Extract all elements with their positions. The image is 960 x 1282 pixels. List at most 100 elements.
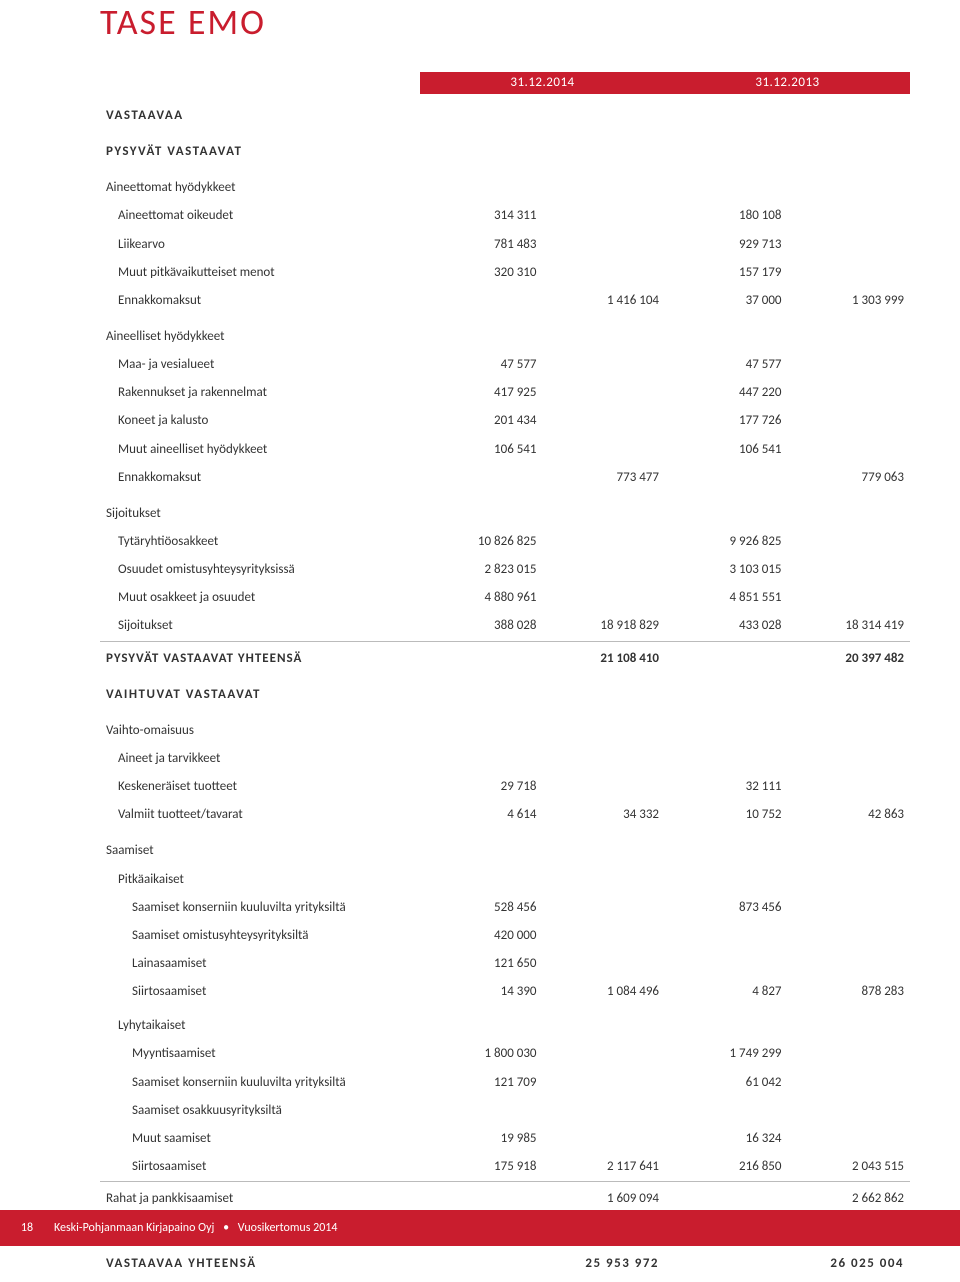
group-vaihto-omaisuus: Vaihto-omaisuus: [100, 709, 420, 745]
cell: 26 025 004: [788, 1246, 911, 1282]
row-ennakkomaksut-2: Ennakkomaksut: [100, 464, 420, 492]
row-lyh-saam-konserni: Saamiset konserniin kuuluvilta yrityksil…: [100, 1069, 420, 1097]
cell: 528 456: [420, 894, 543, 922]
group-saamiset: Saamiset: [100, 829, 420, 865]
bullet-icon: •: [223, 1221, 229, 1235]
group-aineelliset: Aineelliset hyödykkeet: [100, 315, 420, 351]
row-muut-aineelliset: Muut aineelliset hyödykkeet: [100, 436, 420, 464]
group-aineettomat: Aineettomat hyödykkeet: [100, 166, 420, 202]
cell: 16 324: [665, 1125, 788, 1153]
cell: 1 609 094: [543, 1182, 666, 1214]
cell: 14 390: [420, 978, 543, 1006]
date-2013: 31.12.2013: [665, 72, 910, 94]
row-osuudet-omistus: Osuudet omistusyhteysyrityksissä: [100, 556, 420, 584]
footer-company: Keski-Pohjanmaan Kirjapaino Oyj: [54, 1221, 214, 1235]
row-valmiit: Valmiit tuotteet/tavarat: [100, 801, 420, 829]
cell: 18 918 829: [543, 612, 666, 641]
cell: 1 303 999: [788, 287, 911, 315]
cell: 2 117 641: [543, 1153, 666, 1182]
cell: 25 953 972: [543, 1246, 666, 1282]
date-header-row: 31.12.2014 31.12.2013: [100, 72, 910, 94]
cell: 929 713: [665, 231, 788, 259]
footer-page-number: 18: [0, 1221, 54, 1235]
row-rahat: Rahat ja pankkisaamiset: [100, 1182, 420, 1214]
cell: 18 314 419: [788, 612, 911, 641]
cell: 420 000: [420, 922, 543, 950]
cell: 61 042: [665, 1069, 788, 1097]
cell: 10 752: [665, 801, 788, 829]
row-vastaavaa-yht: VASTAAVAA YHTEENSÄ: [100, 1246, 420, 1282]
section-pysyvat: PYSYVÄT VASTAAVAT: [100, 130, 420, 166]
row-saam-osakkuus: Saamiset osakkuusyrityksiltä: [100, 1097, 420, 1125]
cell: 1 416 104: [543, 287, 666, 315]
cell: 878 283: [788, 978, 911, 1006]
row-rakennukset: Rakennukset ja rakennelmat: [100, 379, 420, 407]
cell: 4 851 551: [665, 584, 788, 612]
row-lyh-myynti: Myyntisaamiset: [100, 1040, 420, 1068]
cell: 121 650: [420, 950, 543, 978]
cell: 106 541: [665, 436, 788, 464]
cell: 10 826 825: [420, 528, 543, 556]
cell: 314 311: [420, 202, 543, 230]
cell: 201 434: [420, 407, 543, 435]
cell: 417 925: [420, 379, 543, 407]
row-tytar: Tytäryhtiöosakkeet: [100, 528, 420, 556]
cell: 4 880 961: [420, 584, 543, 612]
row-muut-osakkeet: Muut osakkeet ja osuudet: [100, 584, 420, 612]
cell: 779 063: [788, 464, 911, 492]
row-pitka-siirto: Siirtosaamiset: [100, 978, 420, 1006]
cell: 1 084 496: [543, 978, 666, 1006]
cell: 873 456: [665, 894, 788, 922]
row-muut-pitkavaik: Muut pitkävaikutteiset menot: [100, 259, 420, 287]
balance-sheet-table: 31.12.2014 31.12.2013 VASTAAVAA PYSYVÄT …: [100, 72, 910, 1282]
footer-report: Vuosikertomus 2014: [238, 1221, 338, 1235]
date-2014: 31.12.2014: [420, 72, 665, 94]
cell: 180 108: [665, 202, 788, 230]
cell: 47 577: [665, 351, 788, 379]
cell: 157 179: [665, 259, 788, 287]
cell: 433 028: [665, 612, 788, 641]
row-pitka-saam-konserni: Saamiset konserniin kuuluvilta yrityksil…: [100, 894, 420, 922]
row-pitka-saam-omistus: Saamiset omistusyhteysyrityksiltä: [100, 922, 420, 950]
group-sijoitukset: Sijoitukset: [100, 492, 420, 528]
page: TASE EMO 31.12.2014 31.12.2013 VASTAAVAA…: [0, 0, 960, 1246]
cell: 388 028: [420, 612, 543, 641]
cell: 216 850: [665, 1153, 788, 1182]
row-lyh-siirto: Siirtosaamiset: [100, 1153, 420, 1182]
row-pitka-lainasaam: Lainasaamiset: [100, 950, 420, 978]
row-aineettomat-oikeudet: Aineettomat oikeudet: [100, 202, 420, 230]
cell: 4 827: [665, 978, 788, 1006]
cell: 175 918: [420, 1153, 543, 1182]
section-vaihtuvat: VAIHTUVAT VASTAAVAT: [100, 673, 420, 709]
row-pysyvat-yht: PYSYVÄT VASTAAVAT YHTEENSÄ: [100, 641, 420, 673]
cell: 21 108 410: [543, 641, 666, 673]
group-pitkaaik: Pitkäaikaiset: [100, 866, 420, 894]
page-title: TASE EMO: [100, 0, 266, 44]
group-lyhytaik: Lyhytaikaiset: [100, 1006, 420, 1040]
row-keskeneraiset: Keskeneräiset tuotteet: [100, 773, 420, 801]
cell: 9 926 825: [665, 528, 788, 556]
cell: 781 483: [420, 231, 543, 259]
cell: 4 614: [420, 801, 543, 829]
cell: 106 541: [420, 436, 543, 464]
cell: 3 103 015: [665, 556, 788, 584]
row-maa-vesi: Maa- ja vesialueet: [100, 351, 420, 379]
row-lyh-muut-saam: Muut saamiset: [100, 1125, 420, 1153]
cell: 2 662 862: [788, 1182, 911, 1214]
cell: 447 220: [665, 379, 788, 407]
cell: 177 726: [665, 407, 788, 435]
cell: 19 985: [420, 1125, 543, 1153]
footer-bar: 18 Keski-Pohjanmaan Kirjapaino Oyj • Vuo…: [0, 1210, 960, 1246]
cell: 2 823 015: [420, 556, 543, 584]
row-aineet-tarv: Aineet ja tarvikkeet: [100, 745, 420, 773]
cell: 37 000: [665, 287, 788, 315]
cell: 773 477: [543, 464, 666, 492]
cell: 42 863: [788, 801, 911, 829]
cell: 1 800 030: [420, 1040, 543, 1068]
cell: 47 577: [420, 351, 543, 379]
cell: 34 332: [543, 801, 666, 829]
row-sijoitukset-sub: Sijoitukset: [100, 612, 420, 641]
cell: 29 718: [420, 773, 543, 801]
section-vastaavaa: VASTAAVAA: [100, 94, 420, 130]
row-liikearvo: Liikearvo: [100, 231, 420, 259]
